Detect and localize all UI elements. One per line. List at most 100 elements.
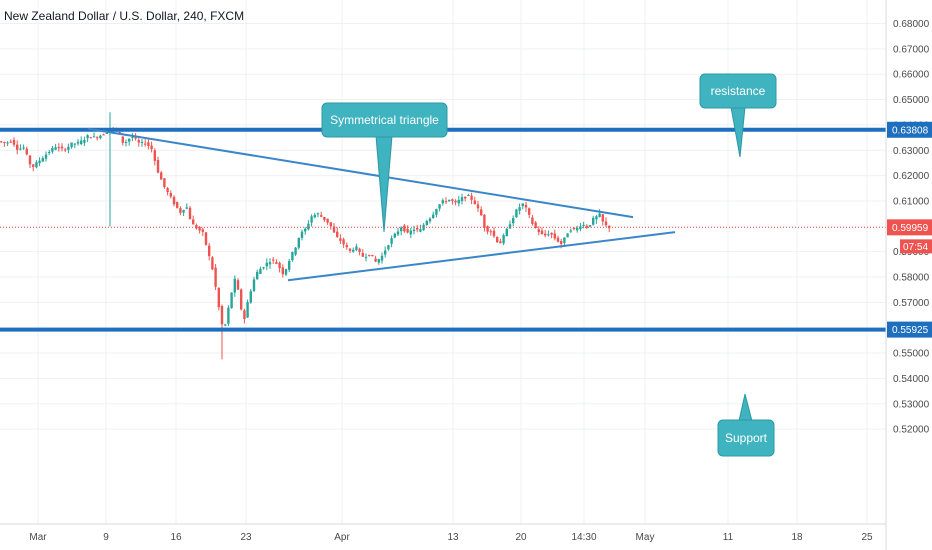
trendline-lower[interactable] — [287, 231, 676, 282]
callout-triangle[interactable]: Symmetrical triangle — [321, 102, 448, 233]
candle-body — [272, 259, 275, 261]
candle-body — [89, 137, 92, 139]
candle-body — [262, 267, 265, 269]
candle-body — [35, 162, 38, 168]
candle-body — [547, 234, 550, 236]
countdown-badge — [900, 239, 932, 254]
price-tick-label: 0.53000 — [893, 399, 930, 410]
candle-body — [556, 237, 560, 242]
candle-body — [489, 231, 492, 233]
candle-body — [595, 216, 598, 220]
candle-body — [396, 231, 400, 235]
candle-body — [601, 214, 604, 222]
candle-body — [41, 158, 44, 162]
price-tick-label: 0.62000 — [893, 171, 930, 182]
candle-body — [182, 209, 185, 213]
candle-body — [214, 267, 217, 287]
candle-body — [377, 259, 380, 263]
candle-body — [163, 178, 166, 188]
candle-body — [25, 148, 28, 155]
candle-body — [486, 226, 489, 232]
time-tick-label: 16 — [170, 532, 182, 543]
candle-body — [185, 207, 188, 209]
candle-body — [425, 220, 428, 226]
candle-body — [281, 267, 284, 275]
time-tick-label: 9 — [103, 532, 109, 543]
candle-body — [390, 238, 393, 244]
candle-body — [368, 254, 371, 256]
candle-body — [352, 249, 355, 252]
candle-body — [502, 235, 505, 244]
candle-body — [579, 226, 582, 230]
time-tick-label: 23 — [240, 532, 252, 543]
candle-body — [3, 142, 6, 144]
candle-body — [121, 136, 124, 143]
candle-body — [419, 229, 422, 232]
candle-body — [278, 262, 281, 269]
candle-body — [166, 188, 169, 193]
candle-body — [585, 225, 588, 228]
candle-body — [227, 307, 230, 324]
horizontal-levels — [0, 127, 886, 332]
candle-body — [313, 214, 316, 218]
candle-body — [441, 200, 444, 204]
candle-body — [179, 208, 182, 213]
callout-support[interactable]: Support — [717, 393, 775, 457]
candle-body — [140, 141, 144, 144]
candle-body — [492, 230, 496, 237]
price-tick-label: 0.67000 — [893, 44, 930, 55]
candle-body — [195, 225, 198, 229]
candle-body — [160, 172, 163, 180]
candle-body — [339, 238, 342, 241]
candle-body — [374, 258, 377, 262]
candle-body — [416, 227, 419, 230]
candle-body — [220, 306, 224, 325]
candle-body — [304, 228, 307, 232]
level-price-badge — [887, 321, 932, 338]
candle-body — [57, 147, 60, 149]
callout-resistance[interactable]: resistance — [699, 73, 777, 158]
candle-body — [92, 136, 96, 138]
candle-body — [563, 237, 566, 243]
candle-body — [268, 262, 272, 265]
candle-body — [131, 137, 134, 139]
candle-body — [508, 224, 512, 229]
callout-box — [717, 419, 775, 457]
candle-body — [460, 197, 464, 202]
candle-body — [38, 160, 41, 164]
candle-body — [576, 228, 579, 231]
trendline-upper[interactable] — [87, 127, 634, 219]
candle-body — [342, 239, 345, 245]
candle-body — [256, 271, 259, 280]
time-tick-label: 20 — [515, 532, 527, 543]
candle-body — [76, 141, 80, 144]
level-price-badge — [887, 121, 932, 138]
candle-body — [60, 146, 64, 149]
candle-body — [169, 193, 172, 197]
callout-label: resistance — [711, 84, 766, 98]
time-axis[interactable]: Mar 9 16 23 Apr 13 20 14:30 May 11 18 25 — [29, 532, 873, 543]
candle-body — [249, 291, 252, 303]
candle-body — [240, 289, 243, 310]
price-tick-label: 0.54000 — [893, 374, 930, 385]
candle-body — [211, 257, 214, 270]
candle-body — [64, 149, 67, 151]
candle-body — [496, 236, 499, 243]
candle-body — [86, 135, 89, 139]
candle-body — [297, 237, 300, 248]
candle-body — [524, 204, 528, 208]
candle-body — [243, 310, 246, 320]
candle-body — [265, 262, 268, 267]
level-price-label: 0.63808 — [892, 125, 929, 136]
candle-body — [137, 140, 140, 143]
candle-body — [9, 141, 12, 143]
candle-body — [528, 208, 531, 215]
callout-label: Support — [725, 431, 768, 445]
candle-body — [566, 233, 569, 238]
callout-label: Symmetrical triangle — [330, 113, 439, 127]
candle-body — [326, 218, 329, 223]
candle-body — [51, 147, 54, 152]
time-tick-label: 14:30 — [571, 532, 596, 543]
candle-body — [259, 268, 262, 274]
